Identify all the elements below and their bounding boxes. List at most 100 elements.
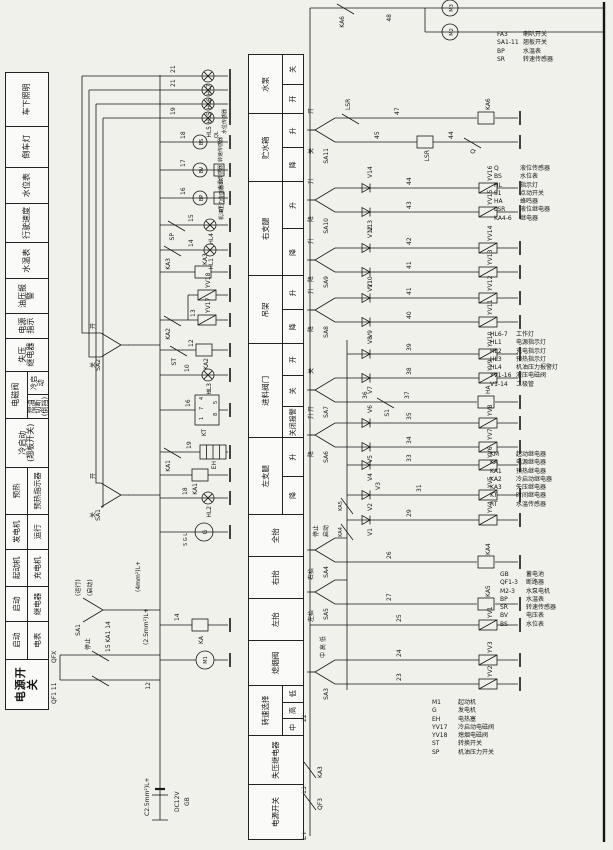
schematic-label: SA1 bbox=[95, 509, 102, 521]
strip-subs: 降升 bbox=[282, 438, 303, 515]
schematic-label: KA5 bbox=[338, 501, 344, 511]
legend-code: YV1-16 bbox=[490, 372, 512, 380]
strip-label: 水温表 bbox=[21, 248, 31, 273]
light-switch-icon bbox=[100, 332, 130, 358]
level-contact-icon bbox=[463, 137, 482, 149]
legend-row: SP 机油压力开关 bbox=[432, 749, 494, 756]
legend-row: HA 蜂鸣器 bbox=[494, 198, 550, 205]
schematic-label: KA1 bbox=[165, 460, 172, 472]
solenoid-valve-icon bbox=[478, 678, 498, 690]
schematic-label: YV9 bbox=[487, 359, 494, 372]
legend-label: 工作灯 bbox=[516, 331, 535, 338]
strip-cell: 启动 电表 bbox=[6, 620, 48, 659]
schematic-label: KA3 bbox=[165, 258, 172, 270]
schematic-label: 13 bbox=[301, 786, 308, 794]
legend-row: EH 电热塞 bbox=[432, 715, 494, 723]
legend-row: HL4 机油压力报警灯 bbox=[490, 364, 558, 371]
legend-code: HL2 bbox=[490, 347, 502, 355]
legend-block-power: GB 蓄电池 QF1-3 断路器 M2-3 水泵电机 BP 水温表 SR 转速传感器 BV 电压表 BS… bbox=[500, 571, 556, 630]
schematic-label: YV1 bbox=[487, 606, 494, 619]
schematic-label: 开 bbox=[308, 406, 315, 412]
strip-cell: 贮水箱降升 bbox=[249, 113, 303, 182]
legend-code: M1 bbox=[432, 699, 441, 706]
legend-code: EH bbox=[432, 715, 441, 723]
legend-code: BS bbox=[494, 173, 502, 181]
schematic-label: YV18 bbox=[205, 272, 212, 289]
schematic-label: 48 bbox=[386, 14, 393, 22]
schematic-label: HL1 bbox=[208, 258, 215, 270]
legend-row: YV1-16 液压电磁阀 bbox=[490, 372, 558, 380]
schematic-label: HL5 bbox=[206, 112, 213, 124]
strip-cell: 电源指示 bbox=[6, 312, 48, 338]
contact-icon bbox=[163, 245, 182, 257]
schematic-label: 31 bbox=[416, 484, 423, 492]
legend-label: 指示灯 bbox=[520, 181, 539, 189]
schematic-label: 19 bbox=[186, 441, 193, 449]
schematic-label: 47 bbox=[394, 107, 401, 115]
legend-label: 电压表 bbox=[526, 612, 545, 620]
schematic-label: HL5 bbox=[206, 126, 213, 138]
pump-motor-icon bbox=[441, 0, 459, 17]
schematic-label: KA3 bbox=[317, 766, 324, 778]
legend-code: HL3 bbox=[490, 355, 502, 363]
schematic-label: YV10 bbox=[487, 331, 494, 348]
strip-label: 电磁阀 bbox=[11, 382, 21, 407]
schematic-label: 关 bbox=[89, 512, 97, 518]
strip-sub-label: 开 bbox=[283, 83, 303, 114]
schematic-label: 38 bbox=[406, 367, 413, 375]
strip-cell: 启动 继电器 bbox=[6, 586, 48, 621]
schematic-label: KA5 bbox=[485, 585, 492, 597]
strip-cell: 行驶速度 bbox=[6, 202, 48, 242]
schematic-label: SA9 bbox=[323, 276, 330, 288]
schematic-label: KA1 bbox=[192, 483, 199, 495]
legend-label: 发电机 bbox=[458, 707, 477, 715]
legend-label: 起动继电器 bbox=[516, 451, 547, 458]
schematic-label: 开 bbox=[308, 108, 315, 114]
gauge-icon bbox=[192, 190, 208, 206]
legend-code: GB bbox=[500, 571, 509, 578]
schematic-label: 13 bbox=[190, 309, 197, 317]
contact-icon bbox=[163, 315, 182, 327]
selector-switch-icon bbox=[306, 579, 336, 605]
schematic-label: V4 bbox=[367, 473, 374, 481]
schematic-label: EH bbox=[211, 461, 218, 469]
legend-code: YV17 bbox=[432, 723, 448, 731]
schematic-label: 水位传感器 bbox=[221, 109, 228, 134]
schematic-label: 22 bbox=[301, 714, 308, 722]
strip-label: 电源开关 bbox=[14, 666, 39, 703]
strip-label: 熄烟阀 bbox=[271, 651, 281, 675]
solenoid-valve-icon bbox=[197, 314, 217, 326]
legend-label: 预热继电器 bbox=[516, 467, 547, 475]
legend-code: KT bbox=[490, 492, 498, 500]
strip-cell: 预热 预热指示器 bbox=[6, 466, 48, 515]
schematic-label: V13 bbox=[367, 220, 374, 232]
legend-code: KA1 bbox=[490, 467, 502, 475]
legend-label: 失压继电器 bbox=[516, 484, 547, 492]
strip-sub-label: 升 bbox=[288, 127, 297, 135]
schematic-label: 升 bbox=[307, 178, 315, 184]
strip-cell: 电磁阀 熄油切断(倒挡) 冷启动 bbox=[6, 370, 49, 418]
selector-switch-icon bbox=[306, 422, 336, 448]
legend-label: 水位表 bbox=[520, 173, 539, 181]
schematic-label: DC12V bbox=[174, 791, 181, 812]
strip-cell: 左支腿降升 bbox=[249, 437, 303, 515]
schematic-label: 1 bbox=[199, 417, 205, 420]
schematic-label: 45 bbox=[374, 131, 381, 139]
strip-label: 行驶速度 bbox=[21, 206, 31, 239]
legend-row: BS 水位表 bbox=[500, 621, 556, 628]
schematic-label: SR bbox=[219, 177, 225, 184]
schematic-label: SA7 bbox=[323, 406, 330, 418]
schematic-label: 42 bbox=[406, 237, 413, 245]
schematic-label: 24 bbox=[396, 649, 403, 657]
strip-sub-label: 充电机 bbox=[33, 556, 42, 580]
schematic-label: 16 bbox=[180, 187, 187, 195]
glow-plug-icon bbox=[199, 444, 227, 460]
legend-label: 液位继电器 bbox=[520, 206, 551, 214]
legend-code: ST bbox=[432, 740, 440, 748]
legend-row: QF1-3 断路器 bbox=[500, 579, 556, 586]
schematic-label: SA3 bbox=[323, 688, 330, 700]
strip-label: 油压报警 bbox=[17, 283, 35, 308]
schematic-label: SA10 bbox=[323, 218, 330, 234]
strip-label: 全抬 bbox=[271, 528, 281, 544]
